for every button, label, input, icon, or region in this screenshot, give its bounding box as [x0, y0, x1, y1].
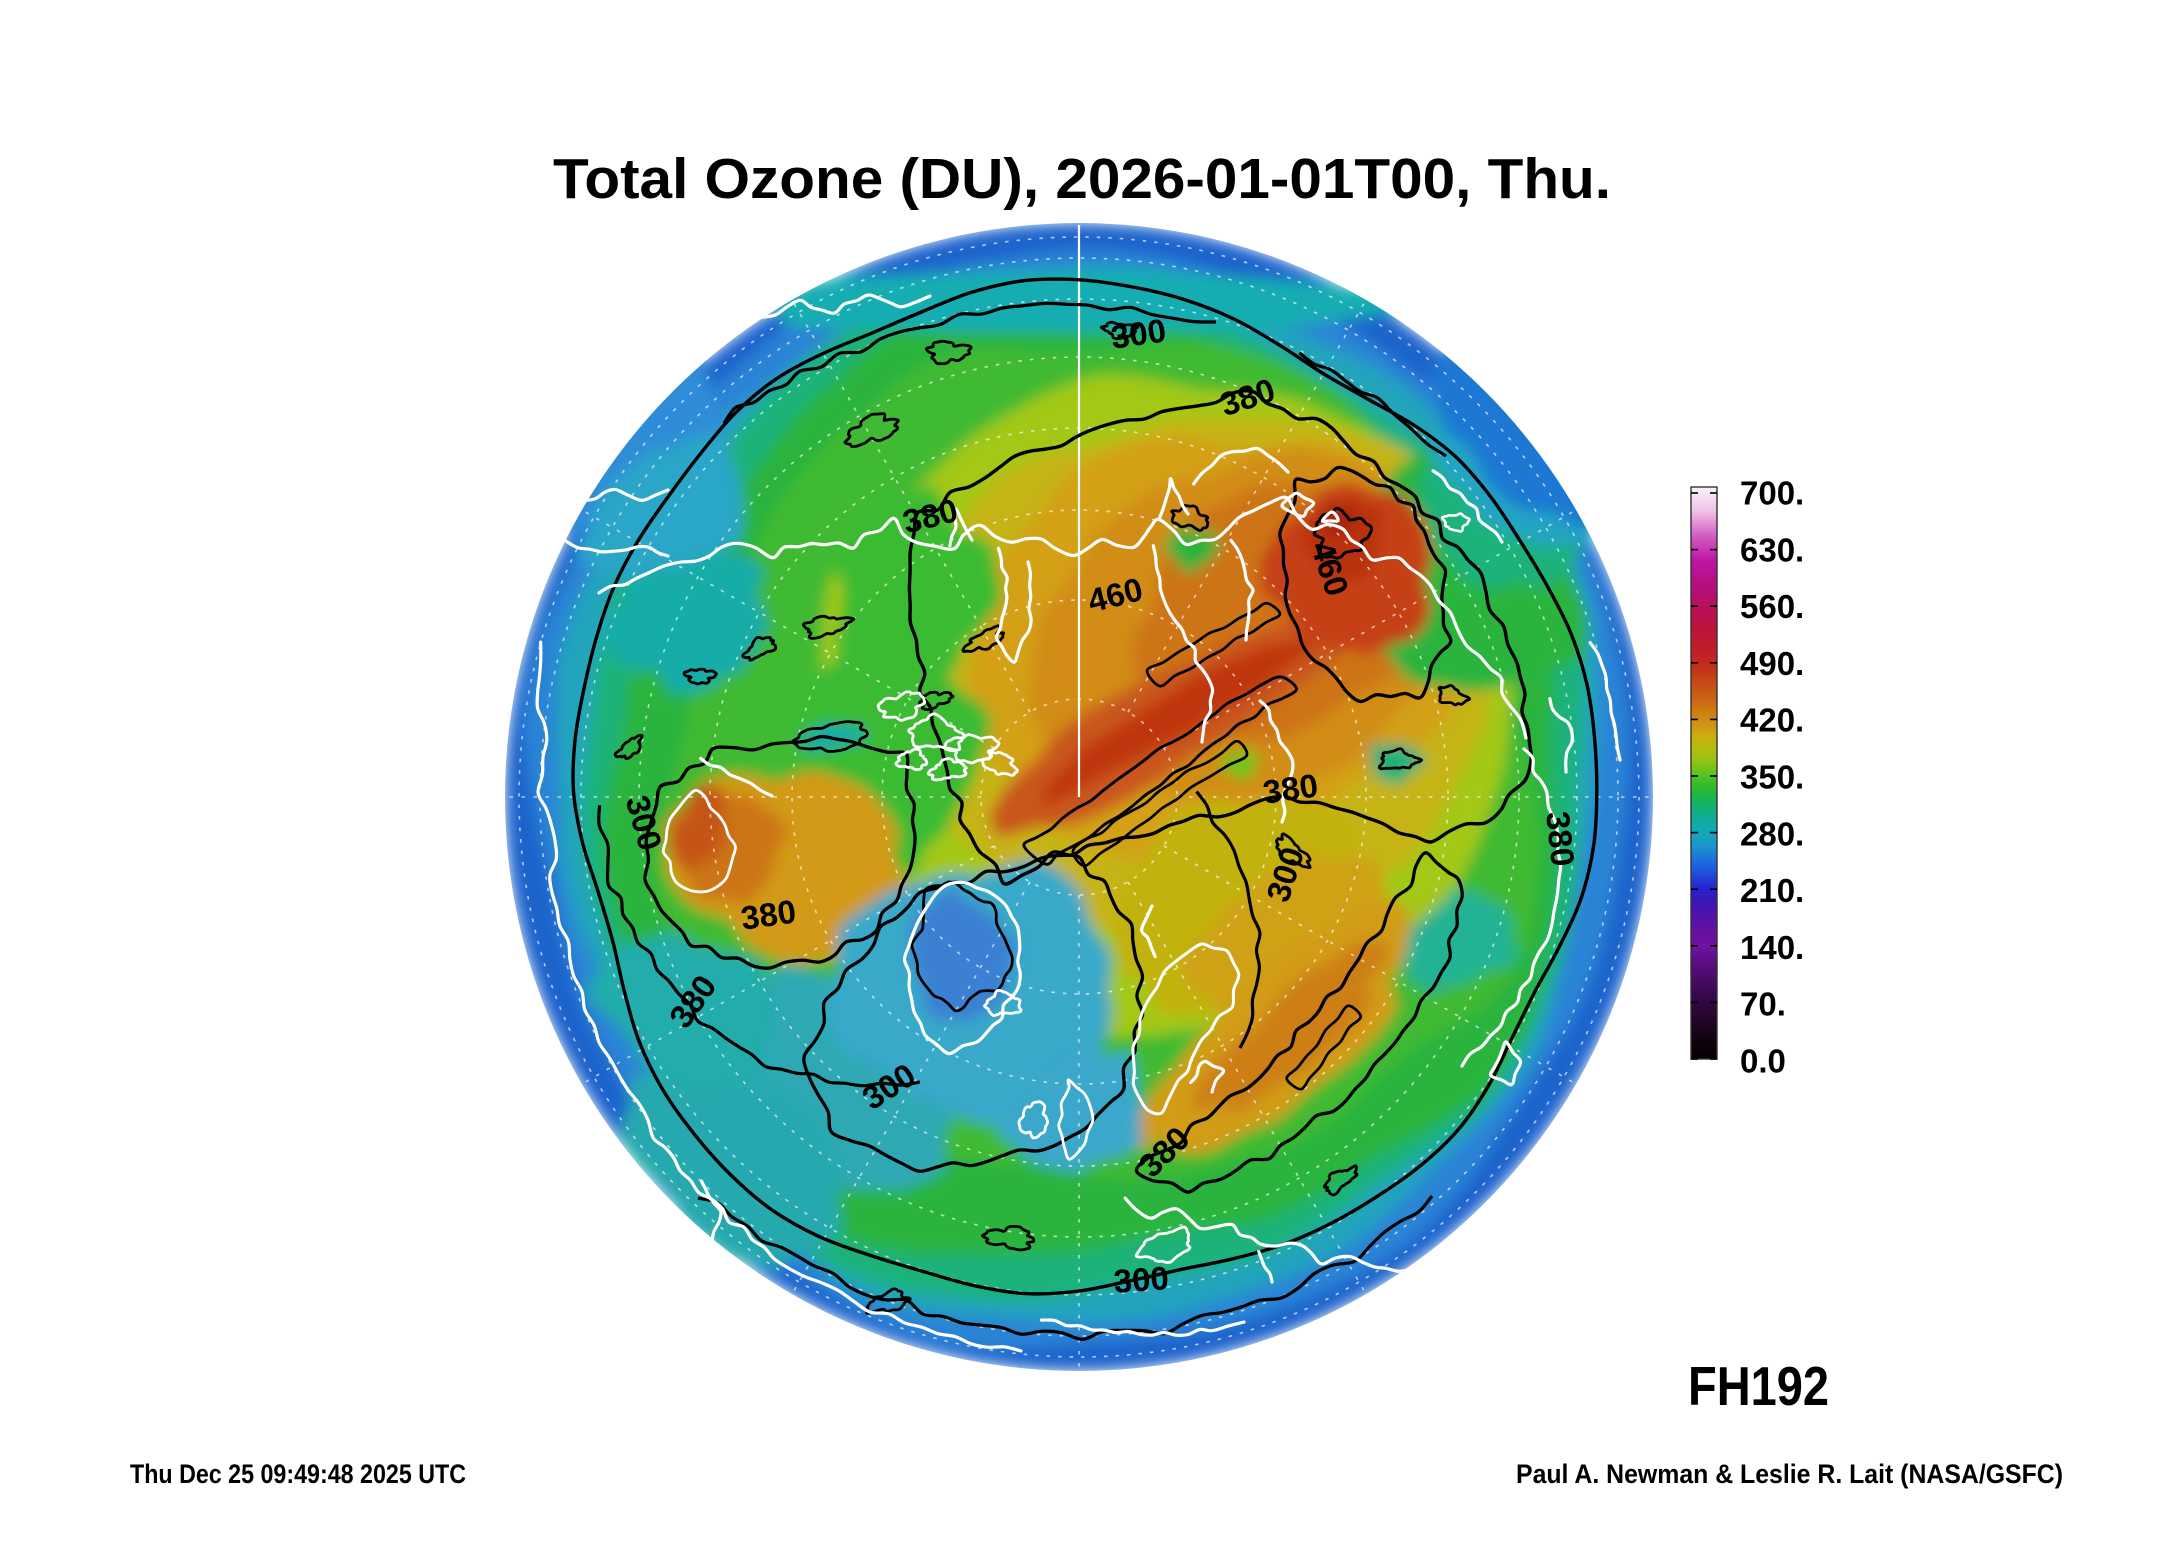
svg-text:420.: 420.	[1740, 702, 1804, 739]
svg-text:380: 380	[1539, 809, 1582, 868]
svg-text:300: 300	[1109, 311, 1169, 355]
svg-text:Total Ozone (DU), 2026-01-01T0: Total Ozone (DU), 2026-01-01T00, Thu.	[553, 147, 1611, 211]
svg-text:700.: 700.	[1740, 475, 1804, 512]
svg-text:280.: 280.	[1740, 815, 1804, 852]
svg-text:Paul A. Newman & Leslie R. Lai: Paul A. Newman & Leslie R. Lait (NASA/GS…	[1516, 1459, 2063, 1489]
svg-text:0.0: 0.0	[1740, 1043, 1786, 1080]
svg-text:FH192: FH192	[1688, 1355, 1829, 1417]
svg-text:490.: 490.	[1740, 645, 1804, 682]
svg-text:140.: 140.	[1740, 929, 1804, 966]
svg-text:380: 380	[739, 892, 799, 936]
svg-text:630.: 630.	[1740, 531, 1804, 568]
svg-text:Thu Dec 25 09:49:48 2025 UTC: Thu Dec 25 09:49:48 2025 UTC	[130, 1459, 466, 1489]
svg-text:210.: 210.	[1740, 872, 1804, 909]
svg-text:70.: 70.	[1740, 986, 1786, 1023]
svg-text:560.: 560.	[1740, 588, 1804, 625]
svg-text:300: 300	[1112, 1259, 1170, 1300]
svg-text:350.: 350.	[1740, 759, 1804, 796]
svg-text:380: 380	[1261, 766, 1321, 810]
